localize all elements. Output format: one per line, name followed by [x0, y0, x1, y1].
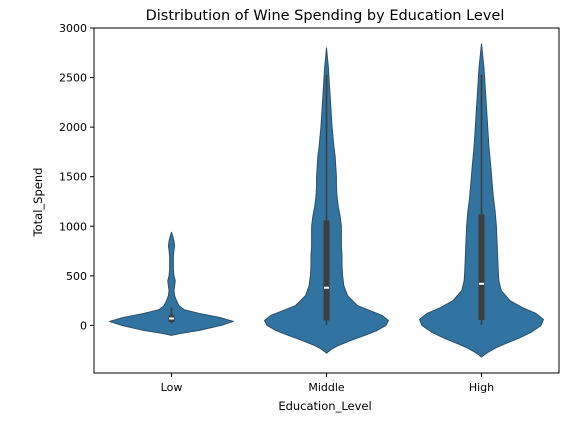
y-tick-label-500: 500 — [66, 270, 87, 283]
y-tick-label-0: 0 — [80, 319, 87, 332]
median-marker-high — [479, 282, 484, 285]
violin-low — [109, 231, 234, 336]
x-axis-label: Education_Level — [278, 399, 371, 413]
y-axis-label: Total_Spend — [31, 168, 45, 238]
median-marker-middle — [324, 286, 329, 289]
x-tick-label-high: High — [469, 381, 494, 394]
y-tick-label-1500: 1500 — [59, 171, 87, 184]
x-tick-label-low: Low — [161, 381, 183, 394]
chart-title: Distribution of Wine Spending by Educati… — [146, 8, 505, 24]
iqr-box-middle — [323, 220, 330, 321]
violin-body-low — [109, 231, 234, 336]
violin-middle — [264, 47, 389, 354]
y-tick-label-1000: 1000 — [59, 220, 87, 233]
median-marker-low — [169, 317, 174, 320]
x-tick-label-middle: Middle — [308, 381, 345, 394]
iqr-box-high — [478, 214, 485, 320]
y-tick-label-2000: 2000 — [59, 121, 87, 134]
y-tick-label-2500: 2500 — [59, 72, 87, 85]
plot-area: 0 500 1000 1500 2000 2500 3000 Low Middle High — [59, 22, 560, 394]
violin-high — [419, 43, 544, 358]
y-tick-label-3000: 3000 — [59, 22, 87, 35]
